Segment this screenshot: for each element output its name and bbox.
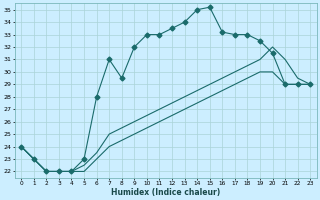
X-axis label: Humidex (Indice chaleur): Humidex (Indice chaleur) bbox=[111, 188, 220, 197]
